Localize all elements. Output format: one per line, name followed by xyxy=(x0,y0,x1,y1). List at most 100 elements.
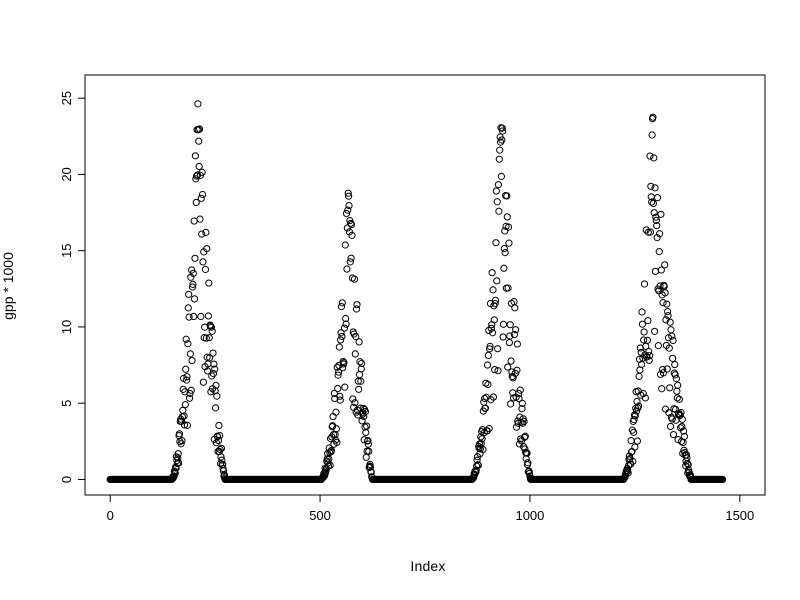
data-point xyxy=(646,152,654,160)
data-point xyxy=(332,425,341,433)
data-point xyxy=(340,324,349,332)
data-point xyxy=(352,305,361,313)
data-point xyxy=(504,363,512,371)
data-point xyxy=(208,327,216,335)
data-point xyxy=(511,304,519,312)
data-point xyxy=(496,146,504,154)
data-point xyxy=(341,383,349,391)
data-point xyxy=(334,385,342,393)
data-point xyxy=(657,210,665,218)
data-point xyxy=(205,279,213,287)
data-point xyxy=(506,332,514,340)
data-point xyxy=(347,219,355,227)
data-point xyxy=(358,359,366,367)
data-point xyxy=(479,445,487,454)
data-point xyxy=(207,323,215,331)
data-point xyxy=(184,340,192,348)
data-point xyxy=(355,338,363,346)
data-point xyxy=(187,273,195,281)
data-point xyxy=(497,172,505,180)
data-point xyxy=(503,192,511,200)
data-point xyxy=(218,456,226,464)
data-point xyxy=(669,430,678,439)
data-point xyxy=(356,358,364,366)
data-point xyxy=(509,374,517,382)
data-point xyxy=(651,327,659,335)
data-point xyxy=(182,365,190,373)
data-point xyxy=(473,456,481,464)
data-point xyxy=(492,187,500,195)
data-point xyxy=(504,284,512,292)
data-point xyxy=(663,365,671,373)
x-tick-label: 1500 xyxy=(725,508,754,523)
data-point xyxy=(646,228,655,236)
data-point xyxy=(518,405,526,413)
data-point xyxy=(653,234,661,242)
data-point xyxy=(185,313,193,321)
data-point xyxy=(217,444,226,452)
data-point xyxy=(335,343,343,351)
data-point xyxy=(474,461,482,469)
data-point xyxy=(482,379,490,387)
data-point xyxy=(513,366,521,374)
data-point xyxy=(647,182,655,190)
data-point xyxy=(366,463,375,471)
data-point xyxy=(674,381,682,389)
x-tick-label: 1000 xyxy=(515,508,544,523)
data-point xyxy=(633,437,642,445)
data-point xyxy=(177,440,185,448)
data-point xyxy=(203,367,212,375)
data-point xyxy=(186,350,194,358)
data-point xyxy=(476,445,485,453)
data-point xyxy=(357,365,365,373)
data-point xyxy=(498,136,506,144)
data-point xyxy=(196,215,204,223)
data-point xyxy=(492,239,500,247)
data-point xyxy=(520,417,528,425)
data-point xyxy=(361,423,369,431)
data-point xyxy=(212,381,220,390)
data-point xyxy=(678,415,686,423)
data-point xyxy=(631,443,639,451)
data-point xyxy=(342,320,350,328)
data-point xyxy=(338,299,346,307)
data-point xyxy=(363,422,371,430)
data-point xyxy=(184,304,192,312)
data-point xyxy=(481,404,490,412)
data-point xyxy=(655,248,663,256)
data-point xyxy=(367,468,375,476)
data-point xyxy=(206,322,215,330)
data-point xyxy=(629,457,637,465)
data-point xyxy=(666,422,675,431)
x-tick-label: 500 xyxy=(309,508,331,523)
data-point xyxy=(516,386,524,394)
data-point xyxy=(680,432,689,441)
data-point xyxy=(513,340,521,348)
data-point xyxy=(661,405,670,413)
data-point xyxy=(659,299,667,307)
data-point xyxy=(333,438,341,446)
data-point xyxy=(182,376,191,384)
data-point xyxy=(175,459,183,467)
data-point xyxy=(521,432,529,440)
data-point xyxy=(188,266,196,274)
data-point xyxy=(186,389,194,398)
data-point xyxy=(658,365,667,374)
data-point xyxy=(645,352,654,360)
data-point xyxy=(653,194,662,202)
data-point xyxy=(665,344,673,352)
data-point xyxy=(638,308,646,316)
data-point xyxy=(515,394,523,403)
data-point xyxy=(349,395,357,403)
data-point xyxy=(499,333,507,341)
data-point xyxy=(640,336,648,344)
data-point xyxy=(190,312,198,321)
data-point xyxy=(195,162,203,171)
data-point xyxy=(520,433,529,441)
data-point xyxy=(631,412,639,420)
y-tick-label: 5 xyxy=(59,400,74,407)
data-point xyxy=(326,448,334,457)
data-point xyxy=(491,300,499,308)
data-point xyxy=(352,332,360,341)
data-point xyxy=(669,354,677,362)
